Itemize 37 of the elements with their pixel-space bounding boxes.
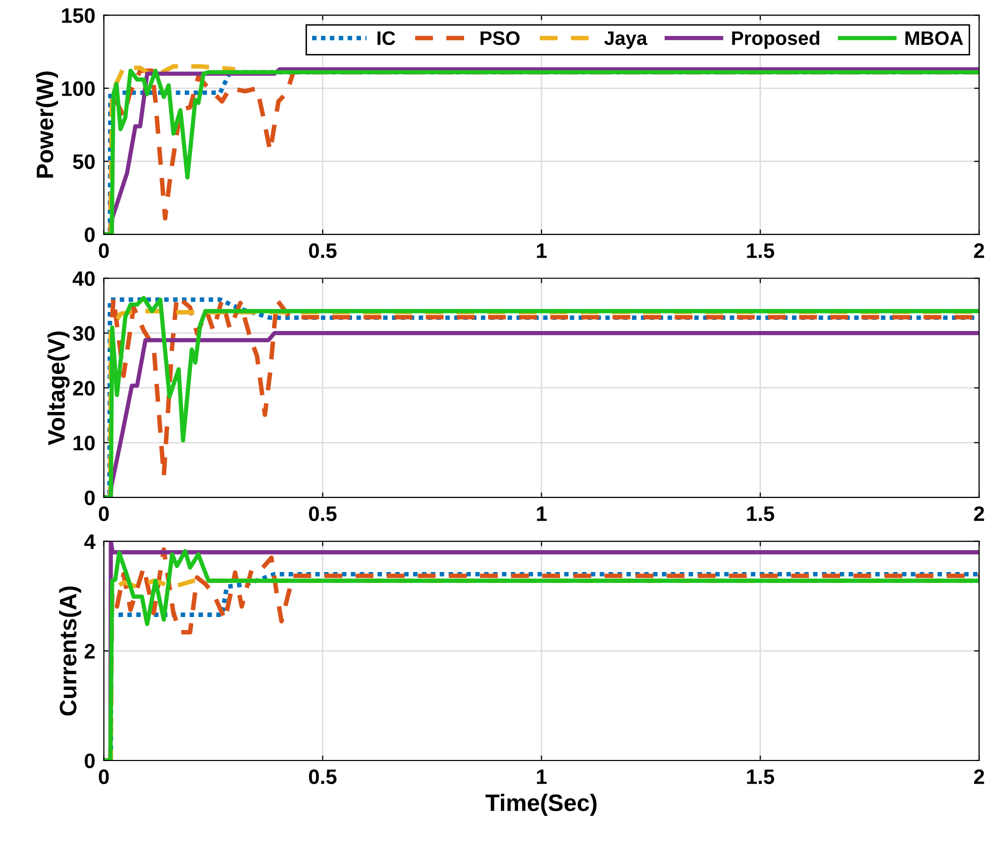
line-series xyxy=(104,64,238,234)
y-tick-label: 4 xyxy=(84,534,96,549)
x-tick-label: 1 xyxy=(536,770,547,784)
y-tick-label: 20 xyxy=(73,380,95,396)
x-tick-label: 1 xyxy=(536,244,547,258)
legend-label: MBOA xyxy=(905,31,964,46)
legend-label: Proposed xyxy=(732,30,820,49)
legend-label: PSO xyxy=(480,31,520,46)
x-tick-label: 1.5 xyxy=(747,770,774,784)
y-tick-label: 150 xyxy=(62,8,95,23)
y-tick-label: 30 xyxy=(72,326,95,341)
y-axis-title: Currents(A) xyxy=(59,586,82,716)
x-tick-label: 1.5 xyxy=(747,244,774,258)
y-axis-title: Voltage(V) xyxy=(47,332,70,446)
y-tick-label: 0 xyxy=(84,754,95,768)
x-tick-label: 2 xyxy=(974,243,984,258)
x-tick-label: 0 xyxy=(98,769,109,784)
y-tick-label: 100 xyxy=(62,81,95,96)
y-tick-label: 10 xyxy=(74,436,95,450)
x-axis-title: Time(Sec) xyxy=(486,794,597,816)
x-tick-label: 0 xyxy=(98,243,109,258)
y-tick-label: 40 xyxy=(72,271,95,286)
y-tick-label: 50 xyxy=(72,154,95,170)
x-tick-label: 0.5 xyxy=(309,243,337,258)
x-tick-label: 1 xyxy=(536,506,547,521)
legend-label: IC xyxy=(378,31,396,46)
x-tick-label: 0 xyxy=(98,506,109,522)
y-tick-label: 0 xyxy=(84,227,95,242)
legend-label: Jaya xyxy=(604,31,648,49)
x-tick-label: 1.5 xyxy=(747,506,774,522)
y-tick-label: 2 xyxy=(84,644,95,658)
x-tick-label: 0.5 xyxy=(309,769,337,784)
y-axis-title: Power(W) xyxy=(36,72,58,178)
y-tick-label: 0 xyxy=(84,490,95,506)
x-tick-label: 0.5 xyxy=(309,506,337,522)
x-tick-label: 2 xyxy=(974,506,984,521)
x-tick-label: 2 xyxy=(974,769,984,784)
